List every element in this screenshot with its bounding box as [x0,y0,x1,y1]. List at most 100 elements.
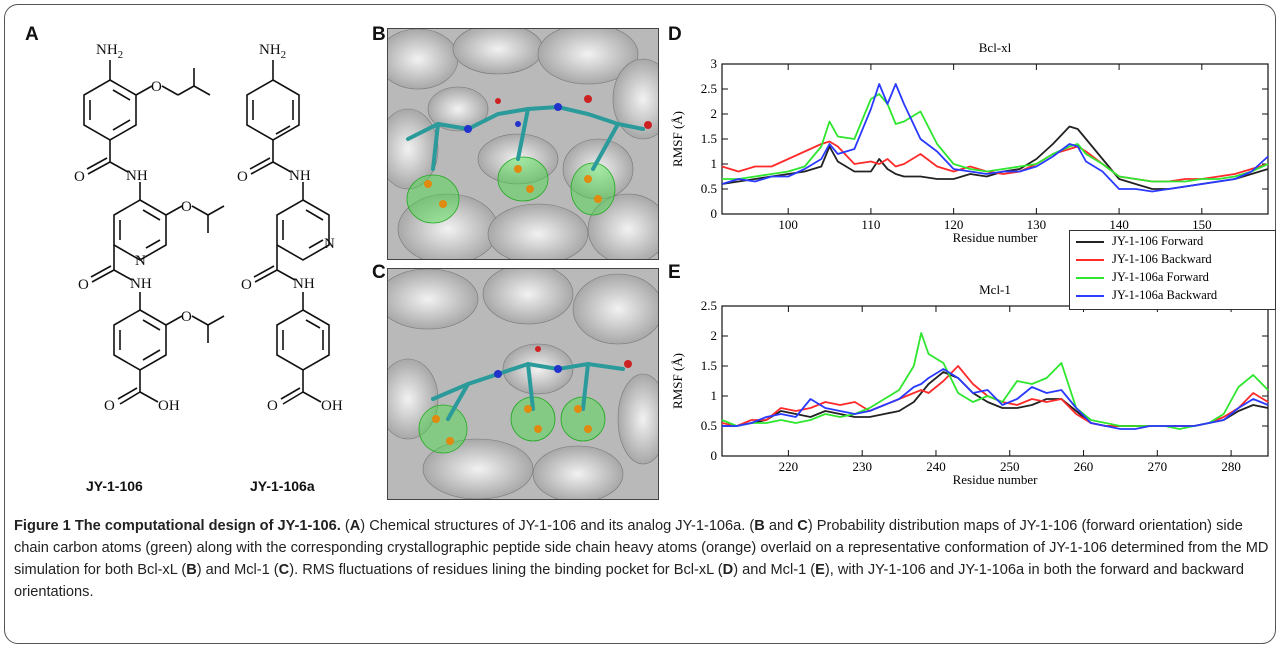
mcl-1-x-tick-label: 250 [1000,459,1020,474]
legend-swatch [1076,259,1104,262]
mcl-1-series-line-3 [722,368,1269,430]
bcl-xl-y-tick-label: 1.5 [701,131,717,146]
mcl-1-x-tick-label: 240 [926,459,946,474]
mcl-1-x-tick-label: 230 [852,459,872,474]
bcl-xl-series-line-3 [721,83,1269,193]
mcl-1-y-tick-label: 0 [711,448,718,463]
legend-label: JY-1-106a Backward [1112,288,1218,302]
bcl-xl-y-tick-label: 2 [711,106,718,121]
acid-oh-1: OH [158,398,180,414]
bcl-xl-rmsf-chart: Bcl-xl 100 110 120 130 140 150 0 0.5 1 1.5 2 2.5 3 Res… [670,40,1269,245]
caption-p7: B [186,562,197,578]
caption-p1: A [349,518,361,534]
compound-name-jy-1-106a: JY-1-106a [250,478,315,494]
amide-nh-2: NH [130,276,152,292]
legend-entry: JY-1-106a Forward [1076,270,1209,285]
mcl-1-y-tick-label: 1 [711,388,718,403]
bcl-xl-x-tick-label: 130 [1027,217,1047,232]
figure-frame [4,4,1276,644]
caption-p8: ) and Mcl-1 ( [196,562,279,578]
chemical-structures: NH2 O O NH O N O NH O O OH NH2 O NH N O … [74,42,343,414]
mcl-1-plot-frame [721,305,1269,457]
caption-p9: C [278,562,290,578]
figure-caption: Figure 1 The computational design of JY-… [14,515,1269,603]
bcl-xl-x-axis-label: Residue number [953,230,1039,245]
panel-label-e: E [668,262,681,283]
mcl-1-x-tick-label: 220 [779,459,799,474]
legend-entry: JY-1-106 Forward [1076,234,1203,249]
caption-p11: D [722,562,734,578]
mcl-1-y-axis-label: RMSF (Å) [670,353,685,409]
mcl-1-x-tick-label: 280 [1221,459,1241,474]
caption-p4: and [764,518,798,534]
panel-label-d: D [668,24,682,45]
bcl-xl-x-tick-label: 110 [861,217,880,232]
mcl-1-x-tick-label: 270 [1148,459,1168,474]
legend: JY-1-106 Forward JY-1-106 Backward JY-1-… [1069,230,1276,310]
mcl-1-series-line-1 [721,365,1269,427]
mcl-1-x-axis-label: Residue number [953,472,1039,487]
caption-p12: ) and Mcl-1 ( [733,562,816,578]
caption-p13: E [815,562,825,578]
legend-label: JY-1-106a Forward [1112,270,1209,284]
ether-o-2: O [181,199,192,215]
carbonyl-o-2: O [78,277,89,293]
caption-p6: ) Probability distribution maps of JY-1-… [14,518,1269,578]
pyridine-n-2: N [324,236,335,252]
mcl-1-y-tick-label: 0.5 [701,418,717,433]
panel-label-b: B [372,24,386,45]
bcl-xl-x-tick-label: 100 [778,217,798,232]
bcl-xl-y-axis-label: RMSF (Å) [670,111,685,167]
amine-label-1: NH2 [96,42,123,61]
carbonyl-o-4: O [241,277,252,293]
pyridine-n-1: N [135,253,146,269]
bcl-xl-x-tick-label: 140 [1109,217,1129,232]
acid-o-1: O [104,398,115,414]
bcl-xl-chart-title: Bcl-xl [979,40,1012,55]
bcl-xl-y-tick-label: 3 [711,56,718,71]
acid-o-2: O [267,398,278,414]
legend-label: JY-1-106 Backward [1112,252,1212,266]
caption-p2: ) Chemical structures of JY-1-106 and it… [360,518,755,534]
bcl-xl-snapshot [387,28,659,260]
legend-swatch [1076,241,1104,244]
acid-oh-2: OH [321,398,343,414]
caption-p14: ), with JY-1-106 and JY-1-106a in both t… [14,562,1244,600]
mcl-1-y-tick-label: 1.5 [701,358,717,373]
amide-nh-3: NH [289,168,311,184]
caption-p0: ( [340,518,350,534]
mcl-1-rmsf-chart: Mcl-1 220 230 240 250 260 270 280 0 0.5 1 1.5 2 2.5 Re… [670,282,1269,487]
bcl-xl-y-tick-label: 0 [711,206,718,221]
panel-label-a: A [25,24,39,45]
legend-entry: JY-1-106 Backward [1076,252,1212,267]
amine-label-2: NH2 [259,42,286,61]
carbonyl-o-1: O [74,169,85,185]
amide-nh-1: NH [126,168,148,184]
caption-p10: ). RMS fluctuations of residues lining t… [289,562,723,578]
caption-p5: C [797,518,808,534]
bcl-xl-x-tick-label: 120 [944,217,964,232]
ether-o-3: O [181,309,192,325]
mcl-1-series-line-2 [721,332,1269,430]
legend-label: JY-1-106 Forward [1112,234,1204,248]
mcl-1-y-tick-label: 2 [711,328,718,343]
mcl-1-x-tick-label: 260 [1074,459,1094,474]
bcl-xl-y-tick-label: 1 [711,156,718,171]
bcl-xl-plot-frame [721,63,1269,215]
mcl-1-chart-title: Mcl-1 [979,282,1011,297]
bcl-xl-series-line-1 [721,140,1269,183]
ether-o-1: O [151,79,162,95]
panel-label-c: C [372,262,386,283]
legend-entry: JY-1-106a Backward [1076,288,1217,303]
bcl-xl-x-tick-label: 150 [1192,217,1212,232]
carbonyl-o-3: O [237,169,248,185]
compound-name-jy-1-106: JY-1-106 [86,478,143,494]
bcl-xl-series-line-2 [722,93,1269,183]
legend-swatch [1076,277,1104,280]
bcl-xl-y-tick-label: 0.5 [701,181,717,196]
caption-p3: B [754,518,765,534]
mcl-1-snapshot [387,268,659,500]
caption-lead: Figure 1 The computational design of JY-… [14,518,341,534]
bcl-xl-y-tick-label: 2.5 [701,81,717,96]
amide-nh-4: NH [293,276,315,292]
